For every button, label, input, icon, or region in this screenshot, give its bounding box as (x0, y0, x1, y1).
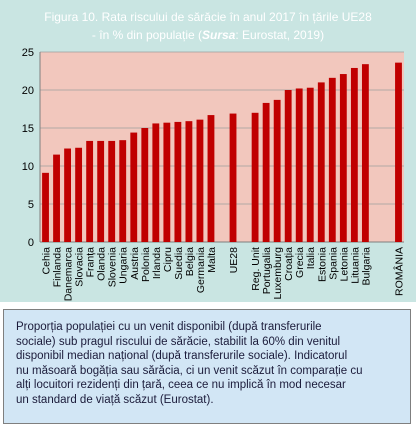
x-tick-label: Danemarca (63, 247, 75, 301)
y-tick-label: 5 (28, 199, 34, 211)
x-tick-label: Slovenia (107, 247, 119, 287)
x-tick-label: Estonia (316, 247, 328, 282)
x-tick-label: Cipru (162, 247, 174, 272)
bar (350, 67, 358, 243)
bar (361, 64, 369, 242)
bar (86, 140, 94, 242)
bar-chart: 0 5 10 15 20 25 Cehia Finlanda Danemarca Slovacia… (22, 47, 406, 301)
bar (53, 154, 60, 242)
x-tick-label: Italia (305, 247, 317, 269)
bar (273, 99, 281, 242)
x-tick-label: Croația (283, 247, 295, 281)
note-line: Proporția populației cu un venit disponi… (16, 321, 322, 333)
x-tick-label: Letonia (338, 247, 350, 282)
x-tick-label: Irlanda (151, 247, 163, 279)
bar (75, 147, 83, 242)
y-tick-label: 0 (28, 237, 34, 249)
bar (317, 82, 325, 243)
x-tick-label: Olanda (96, 247, 108, 281)
bar (284, 90, 292, 242)
x-tick-label: Malta (206, 247, 218, 273)
x-tick-label: Portugalia (261, 247, 273, 294)
chart-figure: Figura 10. Rata riscului de sărăcie în a… (0, 0, 416, 302)
x-tick-label: Ungaria (118, 247, 130, 284)
x-tick-label: Bulgaria (360, 247, 372, 286)
x-tick-label: Germania (195, 247, 207, 293)
bar (130, 132, 138, 242)
chart-title-suffix: : Eurostat, 2019) (235, 28, 325, 42)
note-text: Proporția populației cu un venit disponi… (16, 320, 406, 407)
x-tick-label: Lituania (349, 247, 361, 284)
note-line: un standard de viață scăzut (Eurostat). (16, 393, 214, 406)
chart-title-line1: Figura 10. Rata riscului de sărăcie în a… (44, 10, 372, 24)
x-tick-label: Spania (327, 247, 339, 280)
x-tick-label: Polonia (140, 247, 152, 282)
y-tick-label: 20 (22, 85, 34, 97)
note-box: Proporția populației cu un venit disponi… (3, 309, 411, 424)
x-tick-label: Reg. Unit (250, 247, 262, 291)
bar (306, 87, 314, 242)
chart-title-sursa: Sursa (201, 28, 236, 42)
x-tick-label: ROMÂNIA (392, 247, 405, 296)
bar (262, 102, 270, 242)
bar (395, 62, 402, 242)
x-tick-label: Cehia (41, 247, 53, 275)
x-tick-label: Slovacia (74, 247, 86, 287)
bar (196, 119, 204, 242)
x-tick-label: Finlanda (52, 247, 64, 287)
plot-area (40, 52, 404, 242)
bar (185, 121, 193, 242)
x-tick-label: Luxemburg (272, 247, 284, 300)
x-tick-label: Franța (85, 247, 97, 278)
bar (229, 113, 237, 242)
bar (163, 122, 171, 242)
note-line: disponibil median național (după transfe… (16, 350, 348, 362)
bar (251, 112, 259, 242)
bar (339, 74, 347, 242)
x-tick-label: Belgia (184, 247, 196, 276)
bar (207, 115, 215, 242)
chart-title: Figura 10. Rata riscului de sărăcie în a… (0, 8, 416, 44)
bar (141, 128, 149, 242)
bar (328, 77, 336, 242)
bar (64, 148, 71, 242)
note-line: sociale) sub pragul riscului de sărăcie,… (16, 335, 341, 348)
x-tick-label: UE28 (228, 247, 240, 273)
x-tick-label: Suedia (173, 247, 185, 280)
note-line: nu măsoară bogăția sau sărăcia, ci un ve… (16, 364, 363, 377)
note-line: alți locuitori rezidenți din țară, ceea … (16, 379, 346, 391)
chart-title-prefix: - în % din populație ( (91, 28, 202, 42)
bar (295, 88, 303, 242)
bar (42, 172, 49, 242)
chart-title-line2: - în % din populație (Sursa: Eurostat, 2… (0, 26, 416, 44)
y-tick-label: 25 (22, 47, 34, 59)
y-tick-label: 10 (22, 161, 34, 173)
x-tick-label: Grecia (294, 247, 306, 278)
x-tick-label: Austria (129, 247, 141, 280)
bar (119, 140, 127, 242)
bar (108, 140, 116, 242)
bar (152, 123, 160, 242)
bar (174, 121, 182, 242)
y-tick-label: 15 (22, 123, 34, 135)
bar (97, 140, 105, 242)
